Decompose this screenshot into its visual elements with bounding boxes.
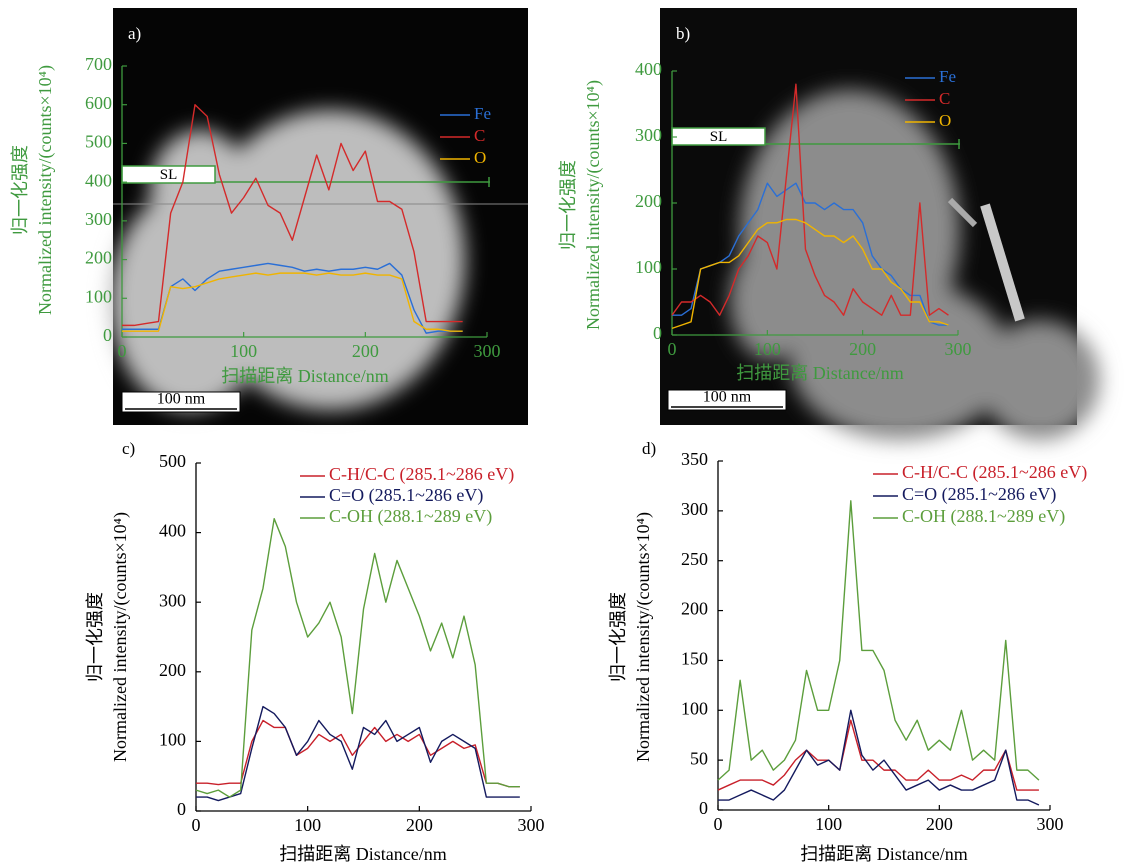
panel-label: d) bbox=[642, 439, 656, 458]
y-tick-label: 300 bbox=[159, 590, 186, 610]
x-tick-label: 300 bbox=[1037, 814, 1064, 834]
y-tick-label: 100 bbox=[681, 698, 708, 718]
y-axis-label: Normalized intensity/(counts×10⁴) bbox=[110, 512, 131, 762]
y-tick-label: 100 bbox=[85, 286, 112, 306]
y-tick-label: 300 bbox=[85, 209, 112, 229]
legend-label: O bbox=[474, 148, 486, 167]
y-axis-label: 归一化强度 bbox=[558, 160, 578, 250]
y-tick-label: 100 bbox=[159, 730, 186, 750]
x-axis-label: 扫描距离 Distance/nm bbox=[279, 844, 446, 864]
legend-label: C=O (285.1~286 eV) bbox=[902, 484, 1056, 505]
series-line bbox=[195, 517, 520, 798]
series-line bbox=[122, 262, 463, 334]
scale-bar-label: 100 nm bbox=[703, 389, 752, 406]
x-tick-label: 200 bbox=[849, 339, 876, 359]
panel-label: c) bbox=[122, 439, 135, 458]
y-axis-label: 归一化强度 bbox=[608, 592, 628, 682]
legend-label: O bbox=[939, 111, 951, 130]
y-tick-label: 400 bbox=[85, 170, 112, 190]
series-line bbox=[122, 104, 463, 327]
micrograph-a bbox=[110, 8, 528, 425]
x-tick-label: 100 bbox=[294, 815, 321, 835]
x-tick-label: 200 bbox=[352, 341, 379, 361]
y-tick-label: 200 bbox=[681, 599, 708, 619]
y-tick-label: 300 bbox=[681, 499, 708, 519]
y-tick-label: 350 bbox=[681, 449, 708, 469]
y-tick-label: 0 bbox=[699, 798, 708, 818]
y-tick-label: 400 bbox=[635, 59, 662, 79]
x-tick-label: 300 bbox=[474, 341, 501, 361]
y-axis-label: Normalized intensity/(counts×10⁴) bbox=[583, 80, 604, 330]
y-axis-label: Normalized intensity/(counts×10⁴) bbox=[633, 512, 654, 762]
y-tick-label: 400 bbox=[159, 521, 186, 541]
x-axis-label: 扫描距离 Distance/nm bbox=[221, 366, 388, 386]
x-axis-label: 扫描距离 Distance/nm bbox=[736, 363, 903, 383]
scale-bar-label: 100 nm bbox=[157, 391, 206, 408]
sl-label: SL bbox=[160, 167, 178, 183]
legend-label: C-H/C-C (285.1~286 eV) bbox=[329, 464, 514, 485]
micrograph-b bbox=[660, 8, 1100, 440]
y-tick-label: 700 bbox=[85, 54, 112, 74]
x-tick-label: 100 bbox=[230, 341, 257, 361]
x-tick-label: 100 bbox=[754, 339, 781, 359]
x-tick-label: 0 bbox=[668, 339, 677, 359]
x-tick-label: 200 bbox=[926, 814, 953, 834]
legend-label: C=O (285.1~286 eV) bbox=[329, 485, 483, 506]
y-tick-label: 150 bbox=[681, 649, 708, 669]
x-tick-label: 200 bbox=[406, 815, 433, 835]
legend-label: C bbox=[939, 89, 950, 108]
x-axis-label: 扫描距离 Distance/nm bbox=[800, 844, 967, 864]
series-line bbox=[717, 500, 1040, 781]
y-tick-label: 300 bbox=[635, 125, 662, 145]
legend-label: C-OH (288.1~289 eV) bbox=[902, 506, 1065, 527]
series-line bbox=[671, 83, 949, 316]
x-tick-label: 0 bbox=[118, 341, 127, 361]
y-tick-label: 0 bbox=[177, 799, 186, 819]
series-line bbox=[196, 705, 520, 802]
x-tick-label: 0 bbox=[714, 814, 723, 834]
y-tick-label: 50 bbox=[690, 748, 708, 768]
y-tick-label: 500 bbox=[85, 132, 112, 152]
y-axis-label: Normalized intensity/(counts×10⁴) bbox=[35, 65, 56, 315]
series-line bbox=[718, 709, 1040, 806]
panel-label: b) bbox=[676, 24, 690, 43]
legend-label: C-OH (288.1~289 eV) bbox=[329, 506, 492, 527]
legend-label: C-H/C-C (285.1~286 eV) bbox=[902, 462, 1087, 483]
series-line bbox=[671, 218, 949, 330]
y-tick-label: 0 bbox=[653, 323, 662, 343]
legend-label: Fe bbox=[939, 67, 956, 86]
panel-label: a) bbox=[128, 24, 141, 43]
legend-label: Fe bbox=[474, 104, 491, 123]
scale-bar-box bbox=[667, 389, 787, 411]
y-tick-label: 200 bbox=[85, 248, 112, 268]
y-tick-label: 200 bbox=[159, 660, 186, 680]
x-tick-label: 100 bbox=[815, 814, 842, 834]
scale-bar-box bbox=[121, 391, 241, 413]
legend-label: C bbox=[474, 126, 485, 145]
x-tick-label: 0 bbox=[192, 815, 201, 835]
sl-label: SL bbox=[710, 129, 728, 145]
y-tick-label: 200 bbox=[635, 191, 662, 211]
y-tick-label: 0 bbox=[103, 325, 112, 345]
y-axis-label: 归一化强度 bbox=[85, 592, 105, 682]
x-tick-label: 300 bbox=[945, 339, 972, 359]
series-line bbox=[717, 719, 1039, 791]
y-tick-label: 250 bbox=[681, 549, 708, 569]
y-axis-label: 归一化强度 bbox=[10, 145, 30, 235]
y-tick-label: 600 bbox=[85, 93, 112, 113]
y-tick-label: 100 bbox=[635, 257, 662, 277]
y-tick-label: 500 bbox=[159, 451, 186, 471]
series-line bbox=[122, 272, 463, 332]
x-tick-label: 300 bbox=[518, 815, 545, 835]
